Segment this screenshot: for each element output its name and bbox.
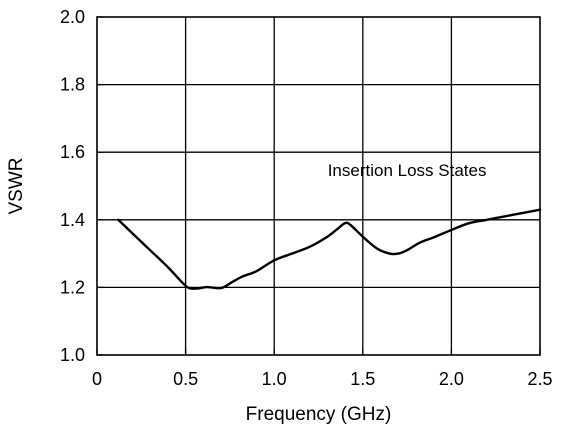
y-tick-label: 1.6 — [60, 142, 85, 162]
y-tick-labels: 1.0 1.2 1.4 1.6 1.8 2.0 — [60, 7, 85, 365]
plot-frame — [96, 16, 541, 356]
grid-lines — [97, 17, 540, 355]
y-tick-label: 1.0 — [60, 345, 85, 365]
x-axis-label: Frequency (GHz) — [246, 404, 392, 425]
y-tick-label: 2.0 — [60, 7, 85, 27]
x-tick-label: 0.5 — [173, 369, 198, 389]
x-tick-label: 0 — [92, 369, 102, 389]
annotation-label: Insertion Loss States — [328, 161, 487, 180]
x-tick-labels: 0 0.5 1.0 1.5 2.0 2.5 — [92, 369, 553, 389]
y-tick-label: 1.8 — [60, 75, 85, 95]
y-tick-label: 1.2 — [60, 277, 85, 297]
y-tick-label: 1.4 — [60, 210, 85, 230]
x-tick-label: 1.0 — [262, 369, 287, 389]
annotations: Insertion Loss States — [328, 161, 487, 180]
series-lines — [117, 208, 542, 290]
y-axis-label: VSWR — [6, 158, 27, 215]
x-tick-label: 1.5 — [350, 369, 375, 389]
x-tick-label: 2.5 — [527, 369, 552, 389]
axes — [96, 16, 541, 356]
vswr-series-line-0 — [117, 208, 542, 290]
x-tick-label: 2.0 — [439, 369, 464, 389]
